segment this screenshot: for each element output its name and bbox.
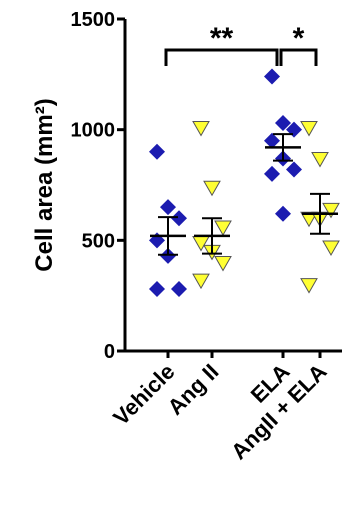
data-point <box>275 205 291 222</box>
error-bar <box>202 217 222 255</box>
data-point <box>300 211 318 228</box>
y-tick-label: 1500 <box>71 9 116 31</box>
error-bar <box>273 133 293 162</box>
error-bar <box>310 192 330 235</box>
data-point <box>192 120 210 137</box>
data-point <box>275 115 291 132</box>
data-point <box>149 143 165 160</box>
data-point <box>171 281 187 298</box>
data-point <box>149 281 165 298</box>
significance-bracket <box>279 48 318 66</box>
data-point <box>214 220 232 237</box>
data-point <box>322 202 340 219</box>
data-point <box>160 199 176 216</box>
data-point <box>160 247 176 264</box>
error-bar <box>158 216 178 256</box>
data-point <box>214 255 232 272</box>
data-point <box>300 278 318 294</box>
data-point <box>203 180 221 197</box>
data-point <box>322 240 340 256</box>
data-point <box>264 132 280 149</box>
y-tick-label: 0 <box>104 341 115 363</box>
y-tick-label: 500 <box>82 230 115 252</box>
data-point <box>300 120 318 137</box>
data-point <box>286 161 302 178</box>
data-point <box>171 210 187 227</box>
significance-label: * <box>293 22 305 55</box>
y-axis-label: Cell area (mm²) <box>31 98 58 271</box>
x-tick-label: Ang II <box>163 359 224 420</box>
significance-bracket <box>164 48 279 66</box>
data-point <box>264 68 280 85</box>
y-tick-label: 1000 <box>71 120 116 142</box>
significance-label: ** <box>210 22 234 55</box>
data-point <box>311 151 329 168</box>
data-point <box>192 273 210 290</box>
data-point <box>264 165 280 182</box>
